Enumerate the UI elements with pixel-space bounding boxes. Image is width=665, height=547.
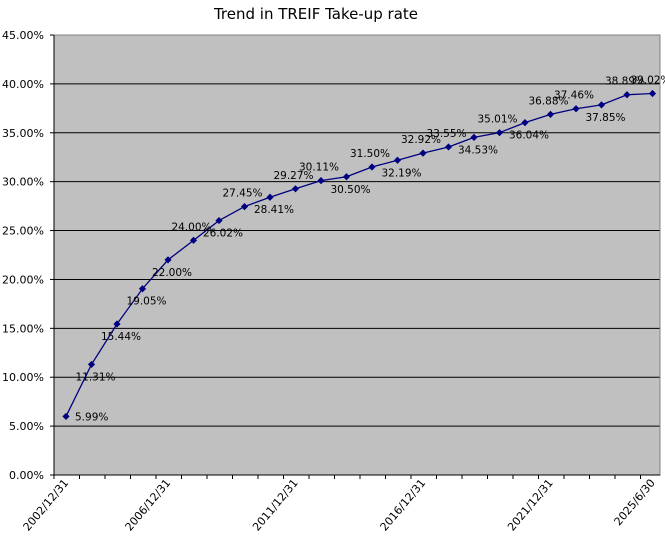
- data-point: [648, 89, 657, 98]
- x-tick-label: 2021/12/31: [505, 477, 556, 534]
- y-tick-label: 35.00%: [2, 127, 44, 140]
- data-label: 5.99%: [75, 411, 108, 423]
- data-label: 27.45%: [222, 188, 262, 200]
- data-label: 36.04%: [509, 130, 549, 142]
- y-tick-label: 30.00%: [2, 176, 44, 189]
- data-label: 28.41%: [254, 204, 294, 216]
- data-point: [189, 236, 198, 244]
- x-tick-label: 2016/12/31: [378, 477, 429, 534]
- data-point: [317, 176, 325, 185]
- data-label: 26.02%: [203, 228, 243, 240]
- chart-title: Trend in TREIF Take-up rate: [213, 5, 418, 23]
- data-label: 19.05%: [126, 296, 166, 308]
- data-point: [521, 119, 529, 127]
- x-axis-tick-labels: 2002/12/31 2006/12/31 2011/12/31 2016/12/31…: [21, 477, 658, 534]
- data-label: 15.44%: [101, 331, 141, 343]
- y-tick-label: 25.00%: [2, 225, 44, 238]
- data-point: [215, 216, 223, 225]
- data-label: 37.85%: [585, 112, 625, 124]
- data-point: [368, 163, 376, 171]
- data-point: [623, 91, 631, 99]
- data-point: [495, 129, 504, 137]
- data-point: [546, 110, 555, 118]
- data-labels: 5.99% 11.31% 15.44% 19.05% 22.00% 24.00%26.02…: [75, 74, 665, 423]
- x-tick-label: 2006/12/31: [123, 477, 174, 534]
- data-label: 31.50%: [350, 148, 390, 160]
- data-point: [393, 156, 402, 164]
- data-label: 30.50%: [330, 184, 370, 196]
- data-label: 39.02%: [630, 74, 665, 86]
- data-point: [138, 285, 147, 293]
- data-label: 11.31%: [75, 371, 115, 383]
- data-point: [419, 149, 427, 157]
- data-point: [62, 412, 70, 421]
- data-label: 24.00%: [171, 221, 211, 233]
- y-tick-label: 10.00%: [2, 371, 44, 384]
- axes: [50, 34, 661, 479]
- gridlines: [54, 83, 660, 427]
- y-tick-label: 40.00%: [2, 78, 44, 91]
- series-line: [65, 92, 653, 417]
- data-label: 38.89%: [605, 76, 645, 88]
- data-label: 29.27%: [273, 170, 313, 182]
- data-point: [597, 101, 606, 109]
- data-point: [113, 320, 121, 328]
- data-point: [164, 256, 172, 264]
- x-tick-label: 2025/6/30: [612, 477, 658, 529]
- data-label: 32.92%: [401, 134, 441, 146]
- data-point: [342, 173, 351, 181]
- data-point: [266, 193, 274, 201]
- data-point: [470, 133, 478, 141]
- data-label: 32.19%: [381, 167, 421, 179]
- data-label: 35.01%: [477, 114, 517, 126]
- x-tick-label: 2002/12/31: [21, 477, 72, 534]
- data-label: 37.46%: [554, 90, 594, 102]
- plot-area: [54, 35, 660, 475]
- x-tick-label: 2011/12/31: [250, 477, 301, 534]
- data-point: [240, 203, 249, 211]
- data-point: [572, 105, 580, 113]
- data-label: 36.88%: [528, 95, 568, 107]
- data-label: 22.00%: [152, 267, 192, 279]
- data-series: [62, 89, 657, 421]
- y-tick-label: 15.00%: [2, 322, 44, 335]
- data-point: [444, 143, 453, 151]
- data-label: 33.55%: [426, 128, 466, 140]
- data-point: [291, 185, 300, 193]
- y-tick-label: 0.00%: [9, 469, 44, 482]
- data-point: [87, 360, 96, 369]
- y-axis-tick-labels: 0.00% 5.00% 10.00% 15.00% 20.00% 25.00% 30.00%…: [2, 29, 44, 482]
- data-label: 34.53%: [458, 144, 498, 156]
- y-tick-label: 45.00%: [2, 29, 44, 42]
- data-label: 30.11%: [299, 162, 339, 174]
- y-tick-label: 20.00%: [2, 273, 44, 286]
- y-tick-label: 5.00%: [9, 420, 44, 433]
